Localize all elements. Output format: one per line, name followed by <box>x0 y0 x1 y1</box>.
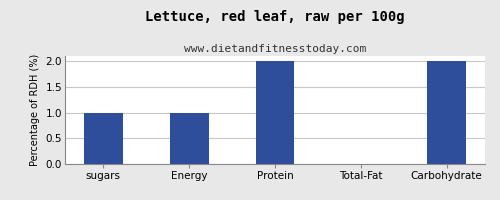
Bar <box>170 113 208 164</box>
Bar <box>256 61 294 164</box>
Text: Lettuce, red leaf, raw per 100g: Lettuce, red leaf, raw per 100g <box>145 10 405 24</box>
Y-axis label: Percentage of RDH (%): Percentage of RDH (%) <box>30 54 40 166</box>
Bar <box>428 61 466 164</box>
Text: www.dietandfitnesstoday.com: www.dietandfitnesstoday.com <box>184 44 366 54</box>
Bar <box>84 113 122 164</box>
